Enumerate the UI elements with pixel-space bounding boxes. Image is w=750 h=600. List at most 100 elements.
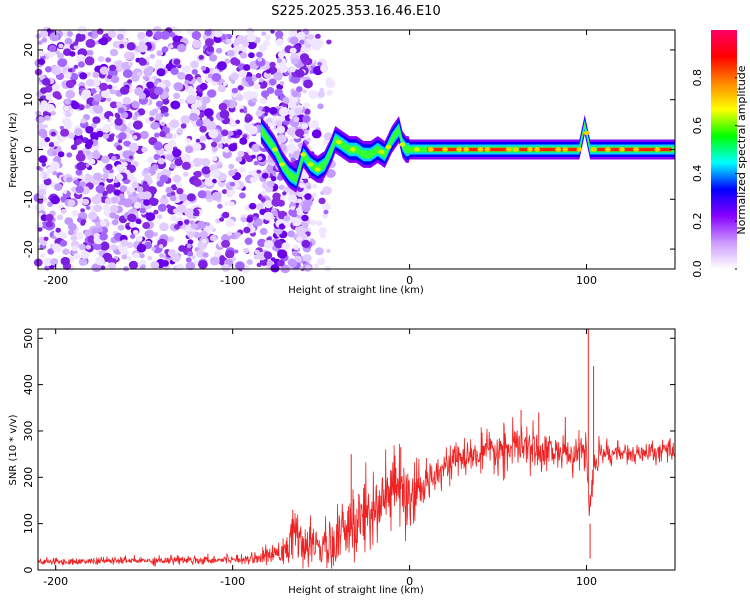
noise-dot xyxy=(65,80,75,89)
noise-dot xyxy=(245,113,251,119)
noise-dot xyxy=(135,235,143,242)
noise-dot xyxy=(85,205,91,210)
noise-dot xyxy=(47,248,55,255)
noise-dot xyxy=(288,101,297,109)
noise-dot xyxy=(317,103,324,110)
noise-dot xyxy=(114,214,120,220)
noise-dot xyxy=(240,216,247,223)
noise-dot xyxy=(116,33,124,41)
noise-dot xyxy=(268,66,278,75)
noise-dot xyxy=(155,59,163,65)
noise-dot xyxy=(37,194,44,201)
noise-dot xyxy=(150,121,159,130)
trace-hotspot xyxy=(654,147,661,152)
noise-dot xyxy=(192,39,202,49)
y-tick-label: 200 xyxy=(22,467,35,488)
noise-dot xyxy=(319,87,325,93)
noise-dot xyxy=(144,174,152,182)
noise-dot xyxy=(160,121,166,127)
noise-dot xyxy=(82,198,90,206)
noise-dot xyxy=(166,204,172,209)
noise-dot xyxy=(187,239,194,245)
noise-dot xyxy=(67,199,76,207)
noise-dot xyxy=(71,245,78,252)
noise-dot xyxy=(62,48,72,56)
noise-dot xyxy=(223,81,228,87)
noise-dot xyxy=(41,78,51,86)
noise-dot xyxy=(239,167,246,173)
noise-dot xyxy=(310,121,318,129)
noise-dot xyxy=(161,46,169,53)
noise-dot xyxy=(36,165,42,171)
trace-hotspot xyxy=(335,139,342,145)
noise-dot xyxy=(92,116,101,124)
noise-dot xyxy=(256,169,262,174)
noise-dot xyxy=(159,105,169,114)
noise-dot xyxy=(318,227,327,235)
noise-dot xyxy=(46,166,55,174)
noise-dot xyxy=(311,129,322,139)
y-tick-label: -10 xyxy=(22,190,35,208)
noise-dot xyxy=(195,95,201,100)
noise-dot xyxy=(198,55,204,60)
noise-dot xyxy=(187,231,195,238)
noise-dot xyxy=(172,254,180,261)
noise-dot xyxy=(78,258,88,266)
noise-dot xyxy=(96,130,104,138)
noise-dot xyxy=(108,115,114,121)
noise-dot xyxy=(315,247,324,256)
noise-dot xyxy=(59,125,65,130)
trace-hotspot xyxy=(350,147,356,152)
noise-dot xyxy=(313,38,324,48)
noise-dot xyxy=(39,30,49,38)
noise-dot xyxy=(164,143,173,152)
x-tick-label: 100 xyxy=(576,274,597,287)
noise-dot xyxy=(169,32,176,38)
noise-dot xyxy=(227,34,233,39)
x-tick-label: -100 xyxy=(220,274,245,287)
noise-dot xyxy=(127,213,137,222)
noise-dot xyxy=(216,61,227,71)
noise-dot xyxy=(169,163,176,169)
noise-dot xyxy=(107,84,113,90)
noise-dot xyxy=(117,138,123,144)
noise-dot xyxy=(202,252,209,258)
noise-dot xyxy=(197,190,207,199)
noise-dot xyxy=(297,31,306,40)
noise-dot xyxy=(191,30,202,40)
noise-dot xyxy=(99,232,108,241)
noise-dot xyxy=(312,183,318,189)
noise-dot xyxy=(109,101,118,109)
noise-dot xyxy=(249,202,257,210)
noise-dot xyxy=(39,173,45,178)
noise-dot xyxy=(51,65,62,76)
noise-dot xyxy=(137,108,146,116)
snr-line-group xyxy=(38,329,675,569)
noise-dot xyxy=(301,123,309,130)
y-tick-label: 100 xyxy=(22,513,35,534)
noise-dot xyxy=(107,74,112,80)
noise-dot xyxy=(193,259,199,265)
noise-dot xyxy=(221,189,228,195)
noise-dot xyxy=(95,184,106,194)
noise-dot xyxy=(132,229,139,235)
noise-dot xyxy=(153,209,159,215)
noise-dot xyxy=(289,36,299,45)
noise-dot xyxy=(229,181,236,187)
noise-dot xyxy=(275,120,283,127)
noise-dot xyxy=(211,169,220,178)
noise-dot xyxy=(176,204,187,213)
x-tick-label: -200 xyxy=(43,575,68,588)
noise-dot xyxy=(109,48,119,57)
noise-dot xyxy=(90,88,97,94)
noise-dot xyxy=(70,144,78,151)
noise-dot xyxy=(299,182,305,189)
noise-dot xyxy=(239,192,246,199)
noise-dot xyxy=(230,72,240,81)
noise-dot xyxy=(323,132,333,141)
noise-dot xyxy=(209,256,220,266)
noise-dot xyxy=(225,137,232,144)
noise-dot xyxy=(37,198,44,204)
noise-dot xyxy=(126,256,132,261)
noise-dot xyxy=(84,142,92,150)
